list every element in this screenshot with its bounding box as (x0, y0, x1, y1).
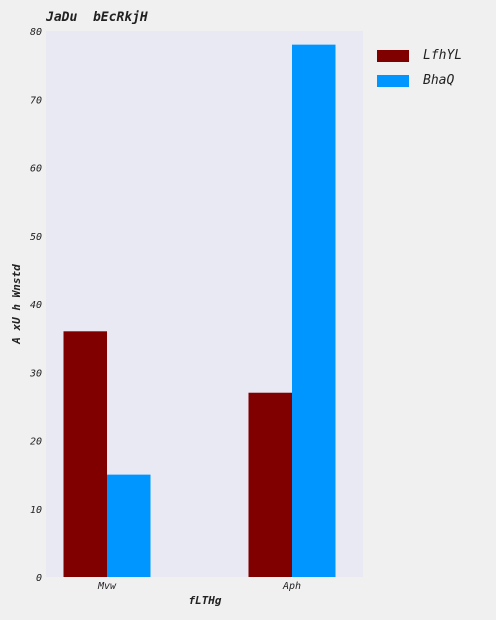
bar-lfhyl-mvw (63, 331, 107, 577)
legend-label: BhaQ (423, 73, 455, 88)
y-tick-label: 80 (30, 27, 42, 38)
y-tick-label: 40 (30, 300, 42, 311)
y-axis-label: A xU h Wnstd (10, 264, 23, 345)
y-tick-label: 0 (36, 573, 42, 584)
y-tick-label: 70 (30, 95, 42, 106)
x-axis-ticks: Mvw Aph (97, 581, 301, 592)
legend-swatch (377, 49, 409, 62)
bar-bhaq-mvw (107, 474, 151, 577)
legend-label: LfhYL (423, 48, 463, 63)
x-tick-label: Aph (282, 581, 301, 592)
chart-title: JaDu bEcRkjH (46, 10, 148, 25)
bar-bhaq-aph (292, 44, 336, 577)
y-tick-label: 10 (30, 505, 42, 516)
y-tick-label: 30 (29, 368, 42, 379)
y-axis-ticks: 0 10 20 30 40 50 60 70 80 (29, 27, 42, 584)
y-tick-label: 60 (30, 164, 42, 175)
x-axis-label: fLTHg (188, 594, 221, 607)
legend: LfhYL BhaQ (377, 43, 462, 93)
bars (63, 44, 336, 577)
legend-item: LfhYL (377, 43, 462, 68)
x-tick-label: Mvw (97, 581, 117, 592)
bar-lfhyl-aph (248, 392, 292, 577)
legend-item: BhaQ (377, 68, 462, 93)
legend-swatch (377, 74, 409, 87)
y-tick-label: 20 (30, 437, 42, 448)
y-tick-label: 50 (30, 232, 42, 243)
